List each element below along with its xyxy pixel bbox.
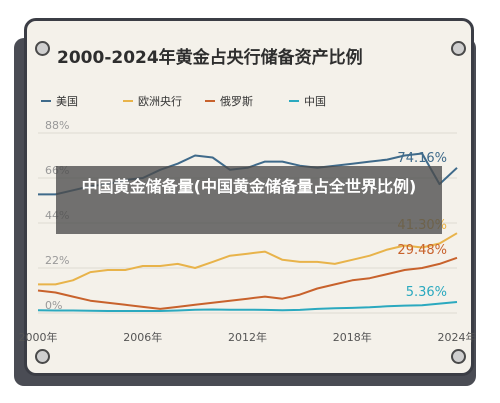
legend-swatch xyxy=(41,100,51,102)
pin-top-right-icon xyxy=(451,41,466,56)
legend-item: 俄罗斯 xyxy=(205,93,253,109)
y-tick-label: 88% xyxy=(45,119,69,132)
legend-swatch xyxy=(289,100,299,102)
series-end-label: 29.48% xyxy=(397,243,447,258)
x-tick-label: 2000年 xyxy=(19,330,58,344)
x-tick-label: 2012年 xyxy=(228,330,267,344)
y-tick-label: 22% xyxy=(45,254,69,267)
y-tick-label: 0% xyxy=(45,299,62,312)
legend-item: 中国 xyxy=(289,93,326,109)
caption-text: 中国黄金储备量(中国黄金储备量占全世界比例) xyxy=(81,177,417,196)
series-end-label: 74.16% xyxy=(397,151,447,166)
legend-swatch xyxy=(123,100,133,102)
series-end-label: 5.36% xyxy=(406,285,447,300)
legend-label: 中国 xyxy=(304,95,326,108)
pin-bottom-left-icon xyxy=(35,349,50,364)
series-line-3 xyxy=(37,301,458,312)
legend-swatch xyxy=(205,100,215,102)
x-tick-label: 2018年 xyxy=(333,330,372,344)
legend-label: 俄罗斯 xyxy=(220,95,253,108)
chart-title: 2000-2024年黄金占央行储备资产比例 xyxy=(57,48,363,68)
x-tick-label: 2006年 xyxy=(123,330,162,344)
series-line-1 xyxy=(38,232,458,286)
legend-item: 美国 xyxy=(41,93,78,109)
legend-label: 美国 xyxy=(56,95,78,108)
caption-overlay: 中国黄金储备量(中国黄金储备量占全世界比例) xyxy=(56,166,442,234)
legend-item: 欧洲央行 xyxy=(123,93,182,109)
legend-label: 欧洲央行 xyxy=(138,95,182,108)
pin-top-left-icon xyxy=(35,41,50,56)
series-line-2 xyxy=(37,256,458,310)
x-tick-label: 2024年 xyxy=(438,330,477,344)
pin-bottom-right-icon xyxy=(451,349,466,364)
